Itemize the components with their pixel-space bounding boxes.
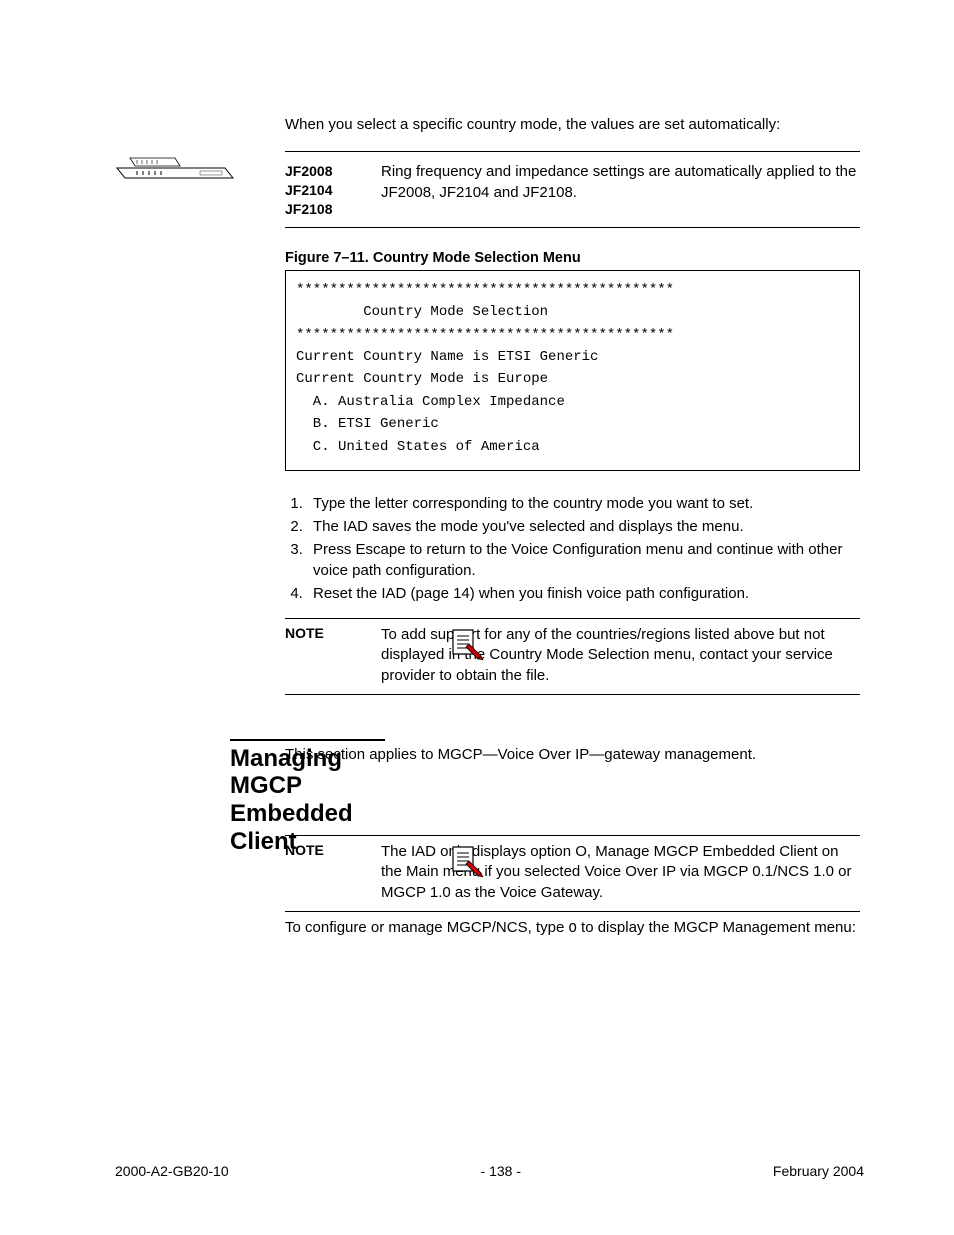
rule — [285, 151, 860, 152]
figure-caption: Figure 7–11. Country Mode Selection Menu — [285, 250, 860, 266]
heading-line: MGCP — [230, 772, 302, 799]
step-item: Press Escape to return to the Voice Conf… — [307, 539, 860, 581]
note-row: NOTE To add support for any of the count… — [285, 618, 860, 695]
model-table: JF2008 JF2104 JF2108 Ring frequency and … — [285, 158, 860, 228]
menu-line: C. United States of America — [296, 439, 540, 455]
page-footer: 2000-A2-GB20-10 - 138 - February 2004 — [115, 1163, 864, 1179]
model-code: JF2108 — [285, 200, 375, 219]
menu-line: B. ETSI Generic — [296, 416, 439, 432]
tail-key: O — [568, 921, 576, 937]
menu-line: Current Country Mode is Europe — [296, 371, 548, 387]
note-label: NOTE — [285, 842, 375, 903]
footer-page-number: - 138 - — [481, 1163, 521, 1179]
tail-paragraph: To configure or manage MGCP/NCS, type O … — [285, 918, 860, 939]
step-item: The IAD saves the mode you've selected a… — [307, 516, 860, 537]
note-row-2: NOTE The IAD only displays option O, Man… — [285, 835, 860, 912]
model-description: Ring frequency and impedance settings ar… — [375, 162, 860, 219]
heading-line: Managing — [230, 745, 342, 772]
menu-line: Current Country Name is ETSI Generic — [296, 349, 598, 365]
note-icon — [445, 841, 485, 881]
note-label: NOTE — [285, 625, 375, 686]
tail-post: to display the MGCP Management menu: — [577, 919, 856, 936]
menu-box: ****************************************… — [285, 270, 860, 471]
note-block: NOTE To add support for any of the count… — [285, 618, 860, 695]
section-row: Managing MGCP Embedded Client This secti… — [115, 739, 864, 765]
tail-pre: To configure or manage MGCP/NCS, type — [285, 919, 568, 936]
model-list: JF2008 JF2104 JF2108 — [285, 162, 375, 219]
note-block: NOTE The IAD only displays option O, Man… — [285, 835, 860, 912]
menu-line: A. Australia Complex Impedance — [296, 394, 565, 410]
device-illustration — [115, 148, 235, 182]
step-item: Reset the IAD (page 14) when you finish … — [307, 583, 860, 604]
intro-paragraph: When you select a specific country mode,… — [285, 115, 860, 135]
model-code: JF2104 — [285, 181, 375, 200]
heading-line: Embedded — [230, 800, 353, 827]
footer-date: February 2004 — [773, 1163, 864, 1179]
menu-title: Country Mode Selection — [296, 304, 548, 320]
menu-stars: ****************************************… — [296, 327, 674, 343]
menu-stars: ****************************************… — [296, 282, 674, 298]
steps-list: Type the letter corresponding to the cou… — [285, 493, 860, 604]
page: When you select a specific country mode,… — [0, 0, 954, 1235]
content-column: When you select a specific country mode,… — [285, 115, 860, 695]
step-item: Type the letter corresponding to the cou… — [307, 493, 860, 514]
content-column-2: NOTE The IAD only displays option O, Man… — [285, 835, 860, 939]
note-icon — [445, 624, 485, 664]
footer-doc-id: 2000-A2-GB20-10 — [115, 1163, 229, 1179]
model-code: JF2008 — [285, 162, 375, 181]
